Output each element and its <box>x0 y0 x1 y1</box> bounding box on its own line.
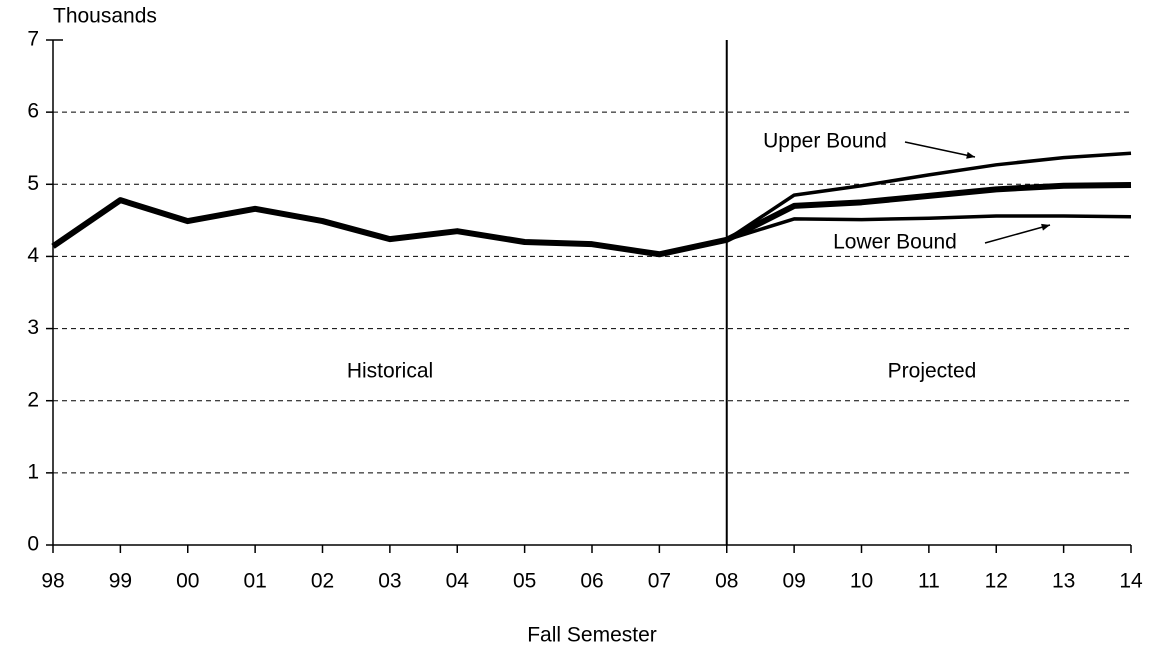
x-tick-label: 05 <box>513 570 536 593</box>
x-tick-label: 04 <box>446 570 470 593</box>
line <box>726 214 1132 242</box>
annotation: Historical <box>347 360 433 383</box>
x-tick-label: 10 <box>850 570 873 593</box>
y-axis-label: Thousands <box>53 5 157 28</box>
x-tick-label: 02 <box>311 570 334 593</box>
y-tick-label: 6 <box>27 100 39 123</box>
y-tick-label: 2 <box>27 388 39 411</box>
y-tick-label: 5 <box>27 172 39 195</box>
x-tick-label: 98 <box>41 570 64 593</box>
x-axis-label: Fall Semester <box>527 624 657 647</box>
annotation: Projected <box>888 360 977 383</box>
x-tick-label: 06 <box>580 570 603 593</box>
arrow-head <box>966 151 975 159</box>
x-tick-label: 13 <box>1052 570 1075 593</box>
x-tick-label: 14 <box>1119 570 1143 593</box>
x-tick-label: 12 <box>985 570 1008 593</box>
series-label: Upper Bound <box>763 130 887 153</box>
x-tick-label: 01 <box>243 570 266 593</box>
arrow <box>984 224 1051 244</box>
line <box>51 182 1132 258</box>
y-tick-label: 3 <box>27 316 39 339</box>
arrow <box>904 141 976 158</box>
x-tick-label: 00 <box>176 570 199 593</box>
y-tick-label: 4 <box>27 244 39 267</box>
x-tick-label: 11 <box>918 570 940 593</box>
series-label: Lower Bound <box>833 231 957 254</box>
y-tick-label: 1 <box>27 460 39 483</box>
x-tick-label: 07 <box>648 570 671 593</box>
x-tick-label: 99 <box>109 570 132 593</box>
x-tick-label: 08 <box>715 570 738 593</box>
x-tick-label: 03 <box>378 570 401 593</box>
x-tick-label: 09 <box>782 570 805 593</box>
y-tick-label: 7 <box>27 28 39 51</box>
arrow-head <box>1041 223 1050 231</box>
line <box>725 151 1132 242</box>
y-tick-label: 0 <box>27 533 39 556</box>
